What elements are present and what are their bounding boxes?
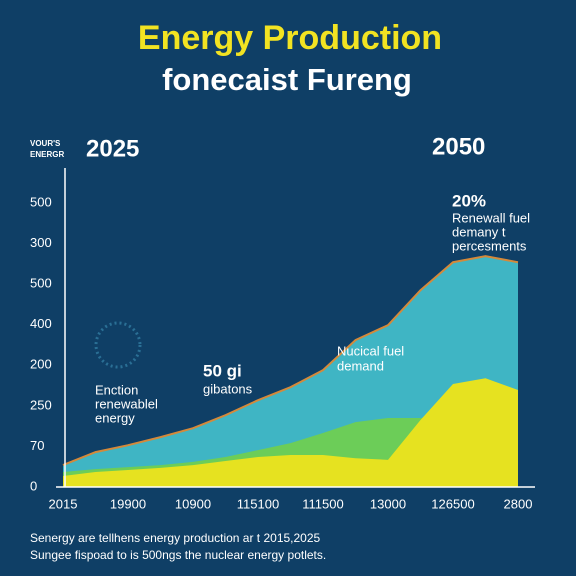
footnote: Sungee fispoad to is 500ngs the nuclear … [30,548,326,562]
area [63,378,518,487]
annotation: Nucical fuel [337,343,404,358]
annotation: percesments [452,238,527,253]
area-outline [62,255,519,467]
y-tick-label: 300 [30,235,52,250]
end-label: 2050 [432,133,485,160]
chart-subtitle: fonecaist Fureng [162,62,412,97]
chart-title: Energy Production [138,19,442,57]
axis-label: VOUR'S [30,139,61,148]
x-tick-label: 10900 [175,496,211,511]
annotation: Enction [95,382,138,397]
y-tick-label: 70 [30,438,44,453]
y-tick-label: 500 [30,276,52,291]
decor-icon [94,321,142,369]
y-tick-label: 250 [30,397,52,412]
annotation: demand [337,358,384,373]
annotation: demany t [452,224,506,239]
x-tick-label: 13000 [370,496,406,511]
annotation: 50 gi [203,361,242,380]
annotation: energy [95,410,135,425]
axis-label: ENERGR [30,150,64,159]
y-tick-label: 0 [30,478,37,493]
y-tick-label: 200 [30,357,52,372]
x-tick-label: 115100 [237,496,279,511]
y-tick-label: 400 [30,316,52,331]
start-label: 2025 [86,135,139,162]
y-tick-label: 500 [30,194,52,209]
x-tick-label: 2800 [504,496,533,511]
x-tick-label: 19900 [110,496,146,511]
x-tick-label: 2015 [49,496,78,511]
x-tick-label: 126500 [431,496,474,511]
annotation: Renewall fuel [452,210,530,225]
plot: 0 70 250 200 400 500 300 500 2015 19900 10900 11510… [30,168,535,511]
annotation: renewablel [95,396,158,411]
x-tick-label: 111500 [302,496,343,511]
annotation: gibatons [203,381,253,396]
footnote: Senergy are tellhens energy production a… [30,531,321,545]
annotation: 20% [452,191,486,210]
